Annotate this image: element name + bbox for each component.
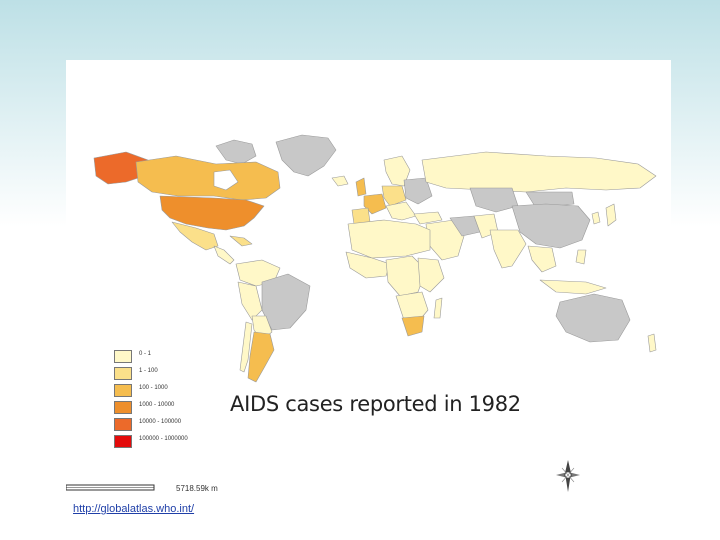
legend-label: 100000 - 1000000 [139,436,188,442]
region-india [489,229,527,269]
region-eastern-europe [403,177,433,205]
region-central-africa [385,255,427,297]
legend-swatch [114,384,132,397]
world-map [93,134,657,383]
region-russia [421,151,657,193]
region-south-africa [401,315,425,337]
region-central-america [213,245,235,265]
legend-label: 0 - 1 [139,351,152,357]
legend-label: 100 - 1000 [139,385,168,391]
legend-swatch [114,367,132,380]
region-scandinavia [383,155,411,187]
region-canada [135,155,281,201]
region-peru [237,281,263,321]
region-mexico [171,221,219,251]
scale-bar [66,484,155,491]
region-philippines [575,249,587,265]
map-panel: 0 - 1 1 - 100 100 - 1000 1000 - 10000 10… [66,60,671,492]
region-southeast-asia [527,245,557,273]
region-new-zealand [647,333,657,353]
region-chile [239,321,253,373]
region-korea [591,211,601,225]
scale-distance-label: 5718.59k m [176,484,218,492]
source-link[interactable]: http://globalatlas.who.int/ [73,503,195,515]
region-indonesia [539,279,607,295]
region-france-benelux [363,193,387,215]
legend-swatch [114,418,132,431]
region-west-africa [345,251,391,279]
region-north-africa [347,219,431,259]
region-mongolia [525,191,575,209]
legend-label: 10000 - 100000 [139,419,182,425]
map-title: AIDS cases reported in 1982 [230,392,521,416]
region-usa [159,195,265,231]
region-alaska [93,151,149,185]
region-argentina [247,331,275,383]
region-arctic-islands [215,139,257,165]
legend-swatch [114,350,132,363]
region-kazakhstan [469,187,519,213]
region-australia [555,293,631,343]
region-central-europe [381,185,407,207]
legend-label: 1000 - 10000 [139,402,175,408]
legend-swatch [114,401,132,414]
region-caribbean [229,235,253,247]
region-greenland [275,134,337,177]
region-hudson [213,169,239,191]
legend-label: 1 - 100 [139,368,158,374]
region-brazil [261,273,311,331]
region-turkey [413,211,443,225]
region-uk [355,177,367,197]
compass-rose-icon [556,460,580,492]
region-italy-balkans [385,201,417,221]
region-japan [605,203,617,227]
region-china [511,203,591,249]
region-madagascar [433,297,443,319]
region-iceland [331,175,349,187]
region-east-africa [417,257,445,293]
legend-swatch [114,435,132,448]
